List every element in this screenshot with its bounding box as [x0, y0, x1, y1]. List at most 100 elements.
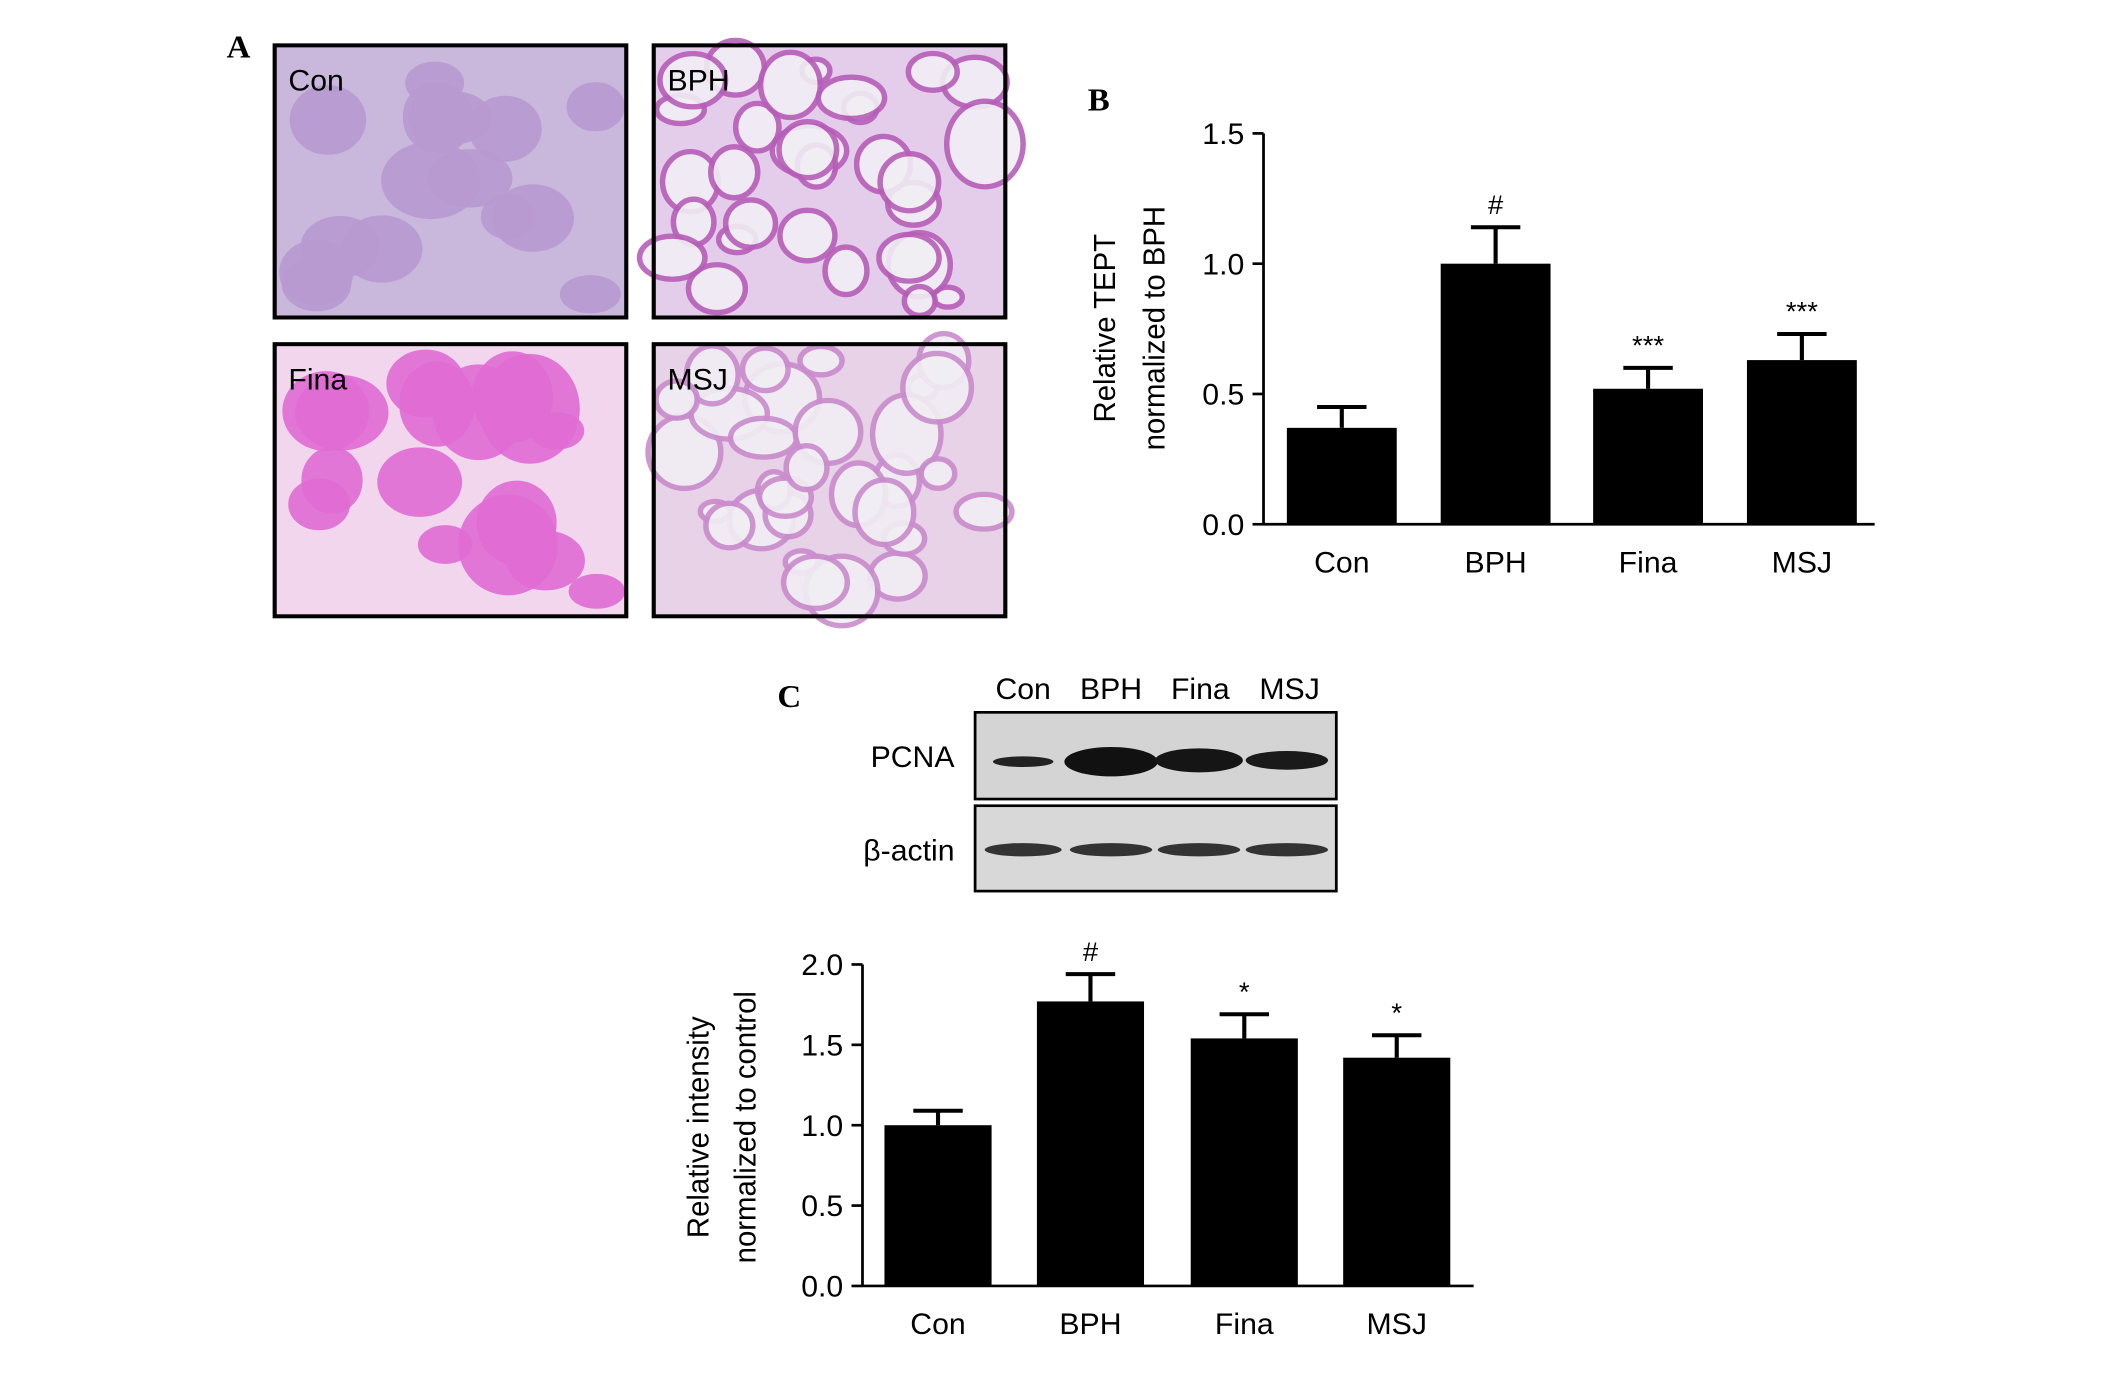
- band: [992, 756, 1054, 768]
- y-tick-label: 2.0: [801, 950, 843, 983]
- blot-row-label: PCNA: [871, 741, 955, 774]
- bar: [1343, 1057, 1451, 1286]
- annotation: *: [1391, 997, 1402, 1028]
- lane-label: BPH: [1080, 673, 1142, 706]
- y-axis-label: normalized to control: [729, 991, 762, 1263]
- gland: [377, 447, 463, 517]
- gland: [708, 144, 761, 201]
- histology-frame: [272, 342, 629, 619]
- gland: [281, 256, 352, 312]
- histology-label: MSJ: [667, 364, 727, 397]
- histology-frame: [272, 43, 629, 320]
- y-tick-label: 1.5: [1202, 118, 1244, 151]
- bar: [1593, 388, 1703, 525]
- gland: [566, 82, 625, 132]
- gland: [776, 119, 840, 181]
- gland: [739, 345, 791, 394]
- gland: [468, 95, 542, 162]
- y-tick-label: 0.0: [1202, 509, 1244, 542]
- band: [1157, 843, 1241, 857]
- gland: [636, 233, 708, 282]
- x-tick-label: Con: [910, 1308, 965, 1341]
- band: [1245, 751, 1329, 770]
- gland: [657, 50, 729, 110]
- gland: [722, 197, 779, 250]
- histology-label: Con: [288, 65, 343, 98]
- gland: [685, 262, 749, 316]
- y-axis-label: Relative TEPT: [1089, 234, 1122, 423]
- histology-frame: [651, 43, 1008, 320]
- histology-panels: Con BPH Fina MSJ: [272, 37, 1026, 629]
- gland: [405, 61, 465, 105]
- gland: [727, 415, 800, 460]
- lane-label: MSJ: [1259, 673, 1319, 706]
- gland: [568, 573, 625, 609]
- annotation: ***: [1632, 330, 1665, 361]
- gland: [780, 553, 851, 612]
- gland: [943, 98, 1026, 190]
- y-tick-label: 1.5: [801, 1030, 843, 1063]
- x-tick-label: Fina: [1215, 1308, 1274, 1341]
- gland: [703, 500, 756, 551]
- y-tick-label: 1.0: [801, 1110, 843, 1143]
- annotation: ***: [1786, 296, 1819, 327]
- gland: [905, 50, 960, 93]
- lane-label: Con: [995, 673, 1050, 706]
- bar: [884, 1125, 992, 1286]
- histology-label: BPH: [667, 65, 729, 98]
- annotation: *: [1239, 976, 1250, 1007]
- gland: [852, 477, 917, 548]
- lane-label: Fina: [1171, 673, 1230, 706]
- band: [1069, 843, 1153, 857]
- histology-frame: [651, 342, 1008, 619]
- bar: [1440, 263, 1551, 525]
- gland: [783, 443, 830, 493]
- panel-label: A: [227, 30, 251, 65]
- x-tick-label: BPH: [1059, 1308, 1121, 1341]
- bar: [1746, 360, 1857, 525]
- panel-label: C: [777, 679, 801, 714]
- band: [1064, 747, 1158, 777]
- x-tick-label: MSJ: [1367, 1308, 1427, 1341]
- gland: [386, 349, 466, 418]
- gland: [417, 525, 473, 564]
- x-tick-label: MSJ: [1772, 547, 1832, 580]
- bar: [1286, 427, 1397, 525]
- band: [984, 843, 1062, 857]
- gland: [797, 343, 845, 378]
- histology-label: Fina: [288, 364, 347, 397]
- gland: [653, 378, 701, 421]
- gland: [479, 353, 580, 464]
- y-tick-label: 1.0: [1202, 249, 1244, 282]
- gland: [953, 491, 1015, 532]
- gland: [289, 85, 367, 155]
- gland: [900, 350, 975, 425]
- panel-label: B: [1088, 83, 1110, 118]
- annotation: #: [1083, 936, 1098, 967]
- y-axis-label: normalized to BPH: [1138, 206, 1171, 451]
- y-axis-label: Relative intensity: [682, 1016, 715, 1238]
- x-tick-label: Con: [1314, 547, 1369, 580]
- gland: [559, 275, 621, 314]
- gland: [876, 231, 942, 284]
- band: [1155, 748, 1243, 773]
- bar: [1190, 1038, 1298, 1286]
- x-tick-label: BPH: [1465, 547, 1527, 580]
- gland: [381, 141, 481, 220]
- band: [1245, 843, 1329, 857]
- annotation: #: [1488, 189, 1503, 220]
- western-blot: [973, 711, 1338, 893]
- gland: [901, 283, 938, 319]
- y-tick-label: 0.0: [801, 1271, 843, 1304]
- blot-row-label: β-actin: [863, 835, 954, 868]
- gland: [918, 456, 958, 492]
- y-tick-label: 0.5: [801, 1191, 843, 1224]
- gland: [822, 244, 870, 298]
- gland: [480, 194, 536, 240]
- y-tick-label: 0.5: [1202, 379, 1244, 412]
- gland: [732, 100, 782, 154]
- gland: [815, 74, 888, 122]
- bar: [1036, 1001, 1145, 1286]
